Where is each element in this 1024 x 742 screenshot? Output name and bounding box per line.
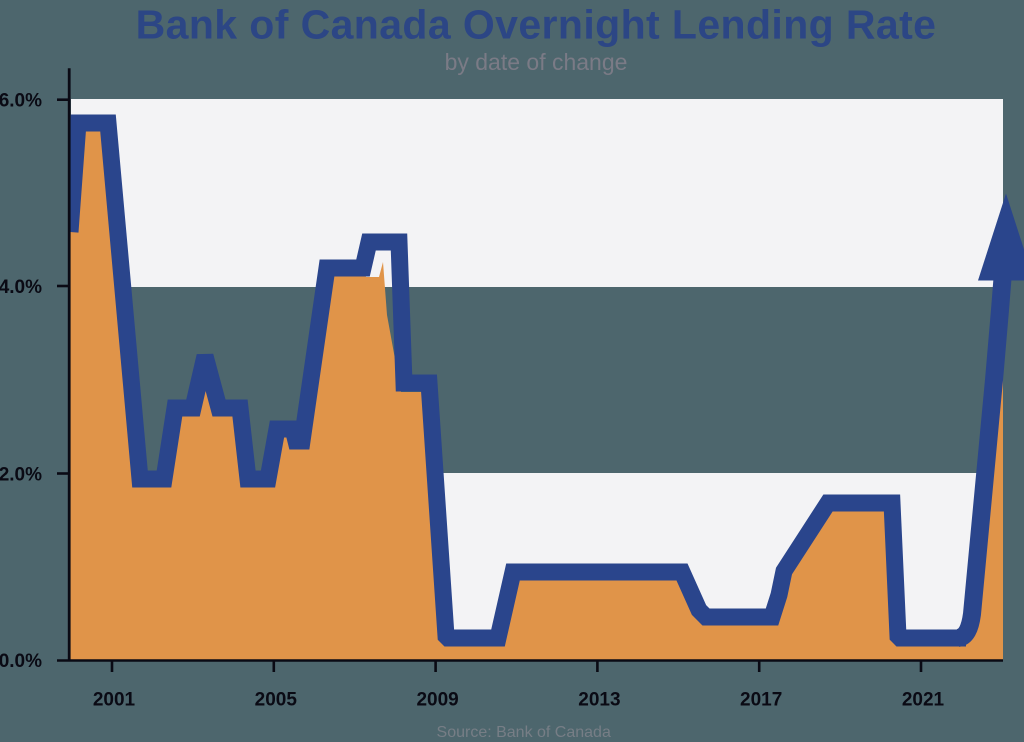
svg-text:0.0%: 0.0% xyxy=(0,651,42,672)
svg-text:2009: 2009 xyxy=(416,689,458,710)
svg-text:4.0%: 4.0% xyxy=(0,277,42,298)
svg-text:Source: Bank of Canada: Source: Bank of Canada xyxy=(437,724,611,741)
svg-text:Bank of Canada Overnight Lendi: Bank of Canada Overnight Lending Rate xyxy=(136,2,937,48)
svg-text:by date of change: by date of change xyxy=(445,49,628,75)
svg-text:2021: 2021 xyxy=(902,689,945,710)
svg-text:2001: 2001 xyxy=(93,689,136,710)
svg-text:2013: 2013 xyxy=(578,689,620,710)
svg-text:2.0%: 2.0% xyxy=(0,464,42,485)
svg-text:2005: 2005 xyxy=(255,689,298,710)
svg-text:6.0%: 6.0% xyxy=(0,91,42,112)
svg-text:2017: 2017 xyxy=(740,689,782,710)
